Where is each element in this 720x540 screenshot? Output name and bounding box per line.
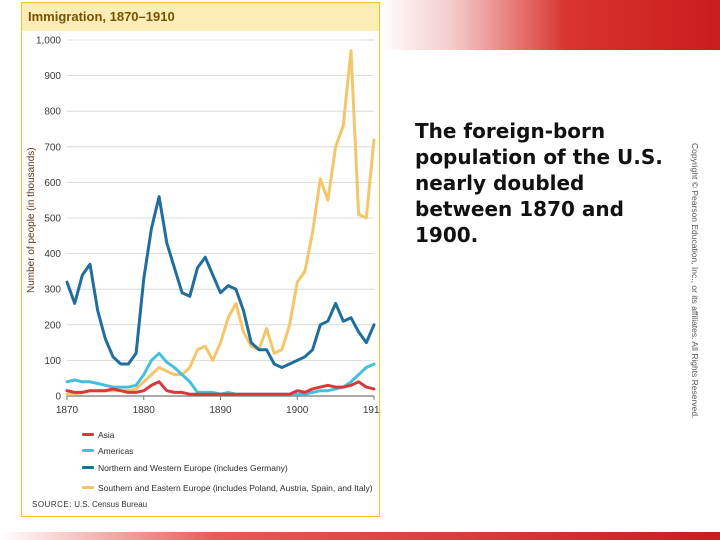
immigration-chart-figure: Immigration, 1870–1910 0 100 200 300 400 500 6… bbox=[21, 2, 380, 517]
x-tick-label: 1900 bbox=[286, 405, 309, 416]
y-tick-label: 700 bbox=[44, 142, 61, 153]
y-tick-label: 400 bbox=[44, 249, 61, 260]
y-tick-label: 500 bbox=[44, 214, 61, 225]
legend-label-north-west-europe: Northern and Western Europe (includes Ge… bbox=[98, 463, 288, 473]
slide-caption: The foreign-born population of the U.S. … bbox=[415, 119, 663, 247]
x-axis-ticks: 1870 1880 1890 1900 1910 bbox=[56, 396, 379, 416]
series-lines bbox=[65, 49, 376, 396]
legend-label-asia: Asia bbox=[98, 430, 115, 440]
x-tick-label: 1890 bbox=[209, 405, 232, 416]
y-tick-label: 800 bbox=[44, 107, 61, 118]
legend-swatch-asia bbox=[82, 433, 94, 436]
header-accent-band bbox=[380, 0, 720, 50]
chart-title-bar: Immigration, 1870–1910 bbox=[22, 3, 379, 31]
legend-swatch-north-west-europe bbox=[82, 466, 94, 469]
footer-accent-band bbox=[0, 532, 720, 540]
chart-source: SOURCE: U.S. Census Bureau bbox=[32, 500, 147, 509]
chart-title: Immigration, 1870–1910 bbox=[28, 9, 175, 24]
y-tick-label: 100 bbox=[44, 356, 61, 367]
y-tick-label: 900 bbox=[44, 71, 61, 82]
source-key: SOURCE: bbox=[32, 500, 72, 509]
y-tick-label: 0 bbox=[55, 392, 61, 403]
source-text: U.S. Census Bureau bbox=[74, 500, 148, 509]
legend-label-americas: Americas bbox=[98, 446, 134, 456]
legend-swatch-south-east-europe bbox=[82, 486, 94, 489]
series-line-asia bbox=[65, 380, 376, 396]
series-line-north-west-europe bbox=[65, 195, 376, 369]
series-line-south-east-europe bbox=[65, 49, 376, 396]
x-tick-label: 1870 bbox=[56, 405, 79, 416]
y-tick-label: 200 bbox=[44, 320, 61, 331]
y-axis-ticks: 0 100 200 300 400 500 600 700 800 900 1,000 bbox=[36, 36, 61, 403]
legend-swatch-americas bbox=[82, 449, 94, 452]
y-tick-label: 1,000 bbox=[36, 36, 61, 47]
y-tick-label: 300 bbox=[44, 285, 61, 296]
copyright-notice: Copyright © Pearson Education, Inc., or … bbox=[690, 143, 700, 419]
legend-label-south-east-europe: Southern and Eastern Europe (includes Po… bbox=[98, 483, 373, 493]
y-axis-label: Number of people (in thousands) bbox=[26, 147, 37, 293]
x-tick-label: 1910 bbox=[363, 405, 379, 416]
x-tick-label: 1880 bbox=[133, 405, 156, 416]
y-tick-label: 600 bbox=[44, 178, 61, 189]
